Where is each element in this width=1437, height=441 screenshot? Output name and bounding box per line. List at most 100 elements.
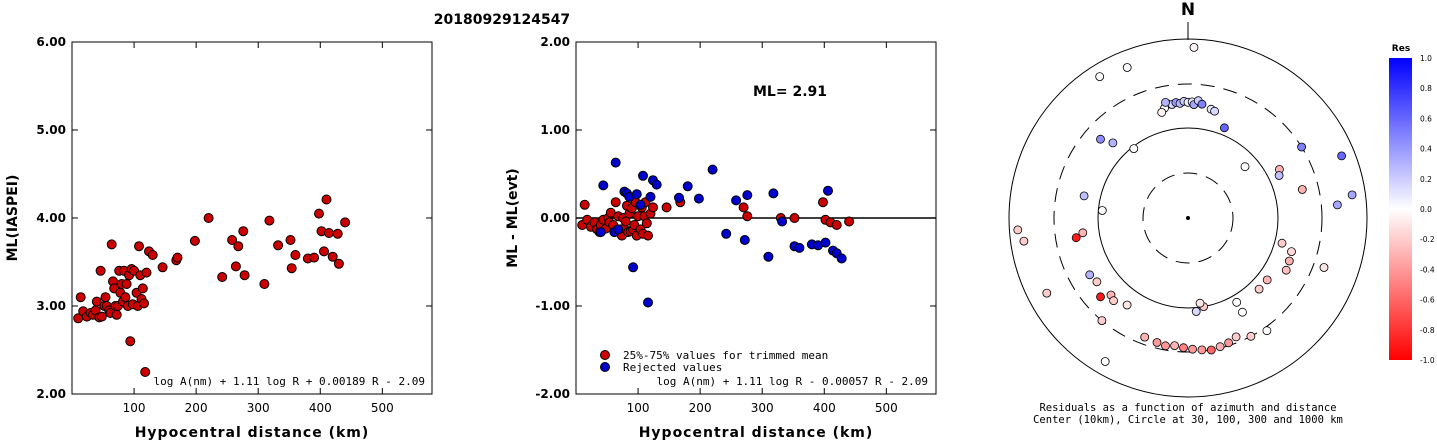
station-point [1092,277,1102,287]
data-point [631,189,642,200]
data-point [693,193,704,204]
station-point [1013,225,1023,235]
x-tick-label: 200 [689,401,712,415]
station-point [1108,138,1118,148]
station-point [1157,108,1167,117]
data-point [638,170,648,181]
station-point [1347,190,1357,200]
data-point [820,237,831,248]
data-point [230,261,241,272]
x-tick-label: 200 [185,401,208,415]
station-point [1122,300,1132,310]
data-point [285,235,296,245]
data-point [721,228,732,239]
station-point [1246,331,1256,341]
data-point [340,217,351,228]
data-point [641,218,652,229]
data-point [635,199,646,210]
station-point [1042,288,1052,298]
station-point [1254,284,1264,294]
data-point [111,309,122,320]
station-point [1096,134,1105,144]
y-ticks-2: -2.00 -1.00 0.00 1.00 2.00 [535,35,936,401]
data-point [147,250,158,260]
colorbar-tick-label: -0.4 [1420,265,1435,274]
data-point [648,202,658,213]
legend-label-rejected: Rejected values [623,361,722,374]
station-point [1284,256,1294,266]
data-point [121,279,132,289]
data-point [286,263,297,274]
station-point [1197,99,1207,109]
center-dot [1186,216,1190,220]
data-point [595,227,606,238]
station-point [1238,307,1247,317]
y-tick-label: 0.00 [540,211,570,225]
data-point [134,241,144,252]
data-point [823,185,833,196]
data-point [738,202,749,213]
station-point [1195,298,1205,308]
station-point [1210,106,1219,116]
colorbar-tick-label: 1.0 [1420,54,1432,63]
station-point [1232,297,1242,307]
data-point [75,292,86,303]
points-1 [73,194,351,377]
station-point [1188,344,1197,354]
data-point [141,267,152,278]
data-point [628,262,639,273]
data-point [620,216,631,227]
colorbar-tick-label: 0.2 [1420,175,1432,184]
data-point [324,228,334,238]
page-title: 20180929124547 [434,12,570,28]
station-point [1337,151,1346,161]
data-point [742,190,753,201]
station-point [1319,263,1329,272]
data-point [106,239,117,250]
x-axis-label-2: Hypocentral distance (km) [639,425,874,441]
x-tick-label: 300 [751,401,774,415]
data-point [91,296,102,307]
station-point [1170,341,1179,351]
y-ticks-1: 2.00 3.00 4.00 5.00 6.00 [36,35,432,401]
station-point [1152,338,1162,347]
data-point [273,240,284,251]
x-tick-label: 100 [123,401,146,415]
data-point [203,213,214,223]
chart-ml-iaspei: 2.00 3.00 4.00 5.00 6.00 100 200 300 400 500 ML(… [5,35,433,441]
x-tick-label: 300 [247,401,270,415]
x-ticks-1: 100 200 300 400 500 [123,42,394,415]
y-tick-label: 1.00 [540,123,570,137]
station-point [1277,238,1287,248]
data-point [739,235,750,245]
station-point [1215,342,1225,352]
data-point [610,157,621,168]
station-point [1220,123,1229,133]
ring-100km [1097,127,1279,309]
polar-caption-line-1: Residuals as a function of azimuth and d… [1039,402,1336,414]
data-point [172,252,183,263]
colorbar-tick-label: 0.4 [1420,145,1432,154]
station-point [1189,43,1199,52]
polar-caption-line-2: Center (10km), Circle at 30, 100, 300 an… [1033,414,1343,426]
station-point [1197,345,1207,355]
ml-annotation: ML= 2.91 [753,84,827,100]
station-point [1287,247,1296,257]
station-point [1109,296,1118,306]
data-point [333,258,344,269]
formula-1: log A(nm) + 1.11 log R + 0.00189 R - 2.0… [153,375,425,388]
y-tick-label: -1.00 [535,299,570,313]
data-point [314,208,324,219]
colorbar: Res 1.0 0.8 0.6 0.4 0.2 0.0 -0.2 -0.4 -0.6 -0.8 -1… [1389,44,1435,365]
colorbar-tick-label: -0.8 [1420,326,1435,335]
data-point [661,202,672,213]
colorbar-ticks: 1.0 0.8 0.6 0.4 0.2 0.0 -0.2 -0.4 -0.6 -0.8 -1.0 [1420,54,1435,365]
data-point [139,298,149,309]
x-axis-label-1: Hypocentral distance (km) [135,425,370,441]
data-point [319,246,329,257]
y-tick-label: -2.00 [535,387,570,401]
colorbar-tick-label: 0.8 [1420,84,1432,93]
data-point [259,279,270,289]
